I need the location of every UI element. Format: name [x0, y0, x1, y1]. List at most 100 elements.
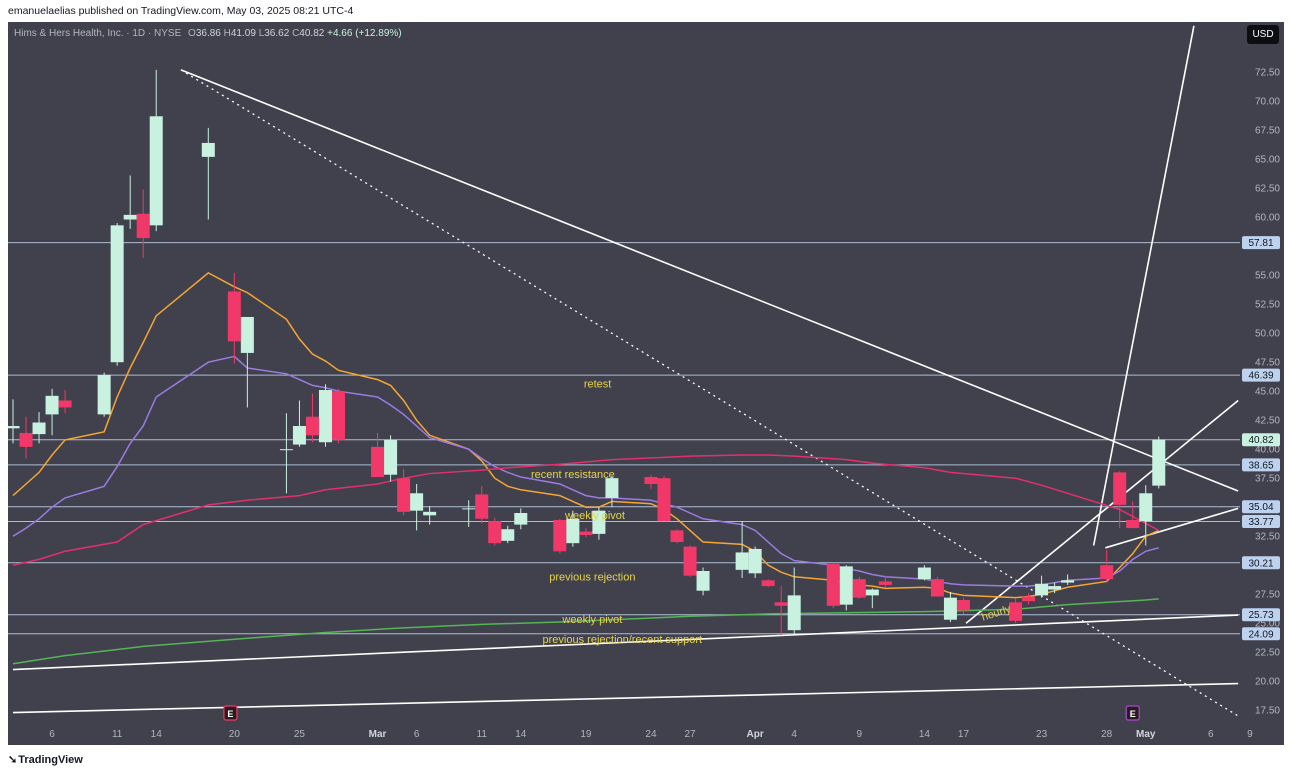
price-level-badge-8 [1242, 627, 1280, 641]
candle-body-61 [1152, 439, 1166, 486]
annotation-3: previous rejection [549, 571, 635, 583]
candle-body-40 [761, 580, 775, 587]
trendline-steep [1092, 25, 1195, 546]
candle-body-6 [110, 225, 124, 363]
price-level-label-6: 30.21 [1248, 558, 1273, 569]
x-tick-0: 6 [49, 729, 55, 740]
moving-average-2 [12, 454, 1160, 566]
candle-body-55 [1048, 586, 1062, 590]
candle-body-8 [136, 213, 150, 239]
price-level-label-8: 24.09 [1248, 629, 1273, 640]
change-value: +4.66 (+12.89%) [327, 28, 402, 39]
x-tick-7: 11 [477, 729, 488, 740]
candle-body-31 [592, 510, 606, 534]
price-level-badge-1 [1242, 368, 1280, 382]
chart-plot-area[interactable]: retest recent resistance weekly pivot previ… [8, 22, 1240, 721]
x-tick-1: 11 [112, 729, 123, 740]
candle-body-42 [787, 595, 801, 631]
candle-body-37 [696, 571, 710, 591]
tradingview-brand[interactable]: ➘ TradingView [8, 753, 83, 766]
candle-body-9 [149, 116, 163, 226]
candle-body-52 [1009, 602, 1023, 621]
candle-body-48 [917, 567, 931, 580]
y-tick-13: 37.50 [1255, 474, 1280, 485]
candle-body-27 [514, 513, 528, 525]
annotation-2: weekly pivot [564, 510, 625, 522]
candle-body-56 [1061, 580, 1075, 583]
close-value: 40.82 [299, 28, 325, 39]
y-tick-7: 52.50 [1255, 300, 1280, 311]
footer: ➘ TradingView [0, 745, 1292, 774]
x-tick-8: 14 [515, 729, 527, 740]
annotation-5: previous rejection/recent support [543, 634, 703, 646]
brand-label: TradingView [18, 754, 83, 766]
y-tick-2: 67.50 [1255, 126, 1280, 137]
candle-body-33 [644, 477, 658, 484]
candle-body-19 [384, 439, 398, 475]
moving-average-0 [12, 271, 1160, 599]
y-tick-11: 42.50 [1255, 416, 1280, 427]
x-tick-20: 6 [1208, 729, 1214, 740]
y-tick-18: 20.00 [1255, 677, 1280, 688]
candle-body-11 [227, 291, 241, 342]
earnings-marker-0 [223, 705, 238, 721]
candle-body-58 [1113, 472, 1127, 505]
currency-button[interactable]: USD [1247, 25, 1279, 44]
candle-body-50 [943, 597, 957, 620]
candle-body-35 [670, 530, 684, 542]
annotation-0: retest [584, 379, 612, 391]
candle-body-1 [19, 432, 33, 447]
price-level-label-1: 46.39 [1248, 371, 1273, 382]
x-tick-21: 9 [1247, 729, 1253, 740]
candle-body-7 [123, 214, 137, 220]
candle-body-17 [332, 391, 345, 440]
candle-body-46 [865, 589, 879, 596]
low-label: L [258, 28, 265, 39]
y-tick-16: 25.00 [1255, 619, 1280, 630]
y-tick-9: 47.50 [1255, 358, 1280, 369]
candle-body-45 [852, 579, 866, 598]
price-axis-svg: 72.50 70.00 67.50 65.00 62.50 60.00 55.00 52.50… [1242, 68, 1280, 717]
candle-body-12 [240, 316, 254, 353]
candle-body-18 [371, 446, 385, 478]
candle-body-51 [956, 600, 970, 611]
candle-body-2 [32, 422, 46, 435]
high-label: H [223, 28, 231, 39]
trendline-rise-2 [965, 399, 1239, 624]
time-axis[interactable]: 6 11 14 20 25 Mar 6 11 14 19 24 27 Apr 4 9 14 17 23 28 May 6… [8, 721, 1284, 745]
tradingview-logo-icon: ➘ [8, 754, 17, 766]
trendline-main [180, 69, 1239, 492]
chart-svg[interactable]: retest recent resistance weekly pivot previ… [8, 22, 1240, 721]
candle-body-59 [1126, 519, 1140, 529]
candle-body-3 [45, 395, 59, 415]
candle-body-47 [878, 581, 892, 585]
y-tick-1: 70.00 [1255, 97, 1280, 108]
x-tick-9: 19 [580, 729, 592, 740]
symbol-legend: Hims & Hers Health, Inc. · 1D · NYSE O36… [14, 28, 402, 39]
candle-body-30 [579, 531, 593, 536]
candle-body-14 [292, 426, 306, 445]
annotation-1: recent resistance [531, 469, 615, 481]
price-axis[interactable]: 72.50 70.00 67.50 65.00 62.50 60.00 55.00 52.50… [1240, 22, 1284, 721]
price-level-badge-6 [1242, 556, 1280, 570]
candle-body-21 [410, 493, 424, 511]
x-tick-14: 9 [857, 729, 863, 740]
candle-body-28 [553, 519, 567, 552]
price-level-badge-4 [1242, 500, 1280, 514]
y-tick-15: 27.50 [1255, 590, 1280, 601]
annotation-6: hourly [980, 603, 1013, 624]
candle-body-22 [423, 511, 437, 516]
price-level-badge-7 [1242, 608, 1280, 622]
price-level-badge-3 [1242, 458, 1280, 472]
y-tick-4: 62.50 [1255, 184, 1280, 195]
y-tick-14: 32.50 [1255, 532, 1280, 543]
earnings-label-1: E [1130, 709, 1136, 719]
y-tick-0: 72.50 [1255, 68, 1280, 79]
x-tick-18: 28 [1101, 729, 1113, 740]
candle-body-53 [1022, 596, 1036, 602]
candle-body-13 [279, 449, 293, 451]
candle-body-4 [58, 400, 72, 408]
high-value: 41.09 [230, 28, 256, 39]
x-tick-19: May [1136, 729, 1156, 740]
y-tick-19: 17.50 [1255, 706, 1280, 717]
